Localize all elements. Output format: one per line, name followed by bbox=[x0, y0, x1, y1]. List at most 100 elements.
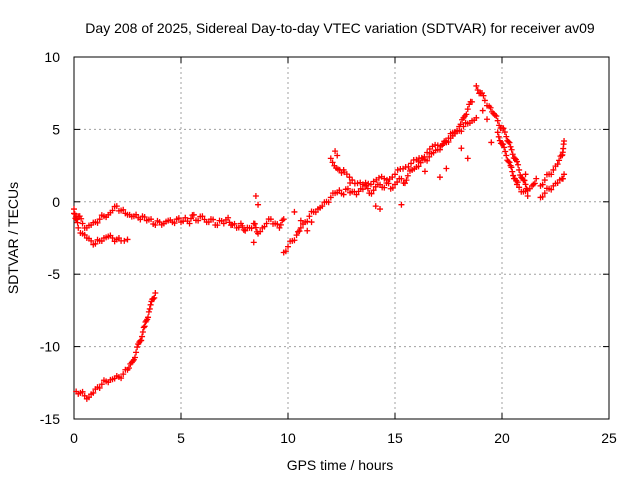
data-point bbox=[71, 210, 77, 217]
data-point bbox=[294, 228, 301, 235]
data-point bbox=[401, 180, 408, 187]
data-point bbox=[458, 145, 465, 152]
data-point bbox=[343, 171, 350, 178]
data-point bbox=[133, 349, 140, 356]
y-tick-label: 0 bbox=[52, 194, 60, 210]
data-point bbox=[94, 219, 101, 226]
data-point bbox=[522, 181, 529, 188]
data-point bbox=[120, 206, 127, 213]
data-point bbox=[516, 166, 523, 173]
data-point bbox=[308, 219, 315, 226]
data-point bbox=[445, 135, 452, 142]
data-point bbox=[96, 384, 103, 391]
x-tick-label: 0 bbox=[70, 430, 78, 446]
data-point bbox=[561, 137, 568, 144]
data-point bbox=[147, 301, 154, 308]
data-point bbox=[148, 216, 155, 223]
data-point bbox=[187, 215, 194, 222]
data-point bbox=[473, 114, 480, 121]
data-point bbox=[484, 116, 491, 123]
data-point bbox=[297, 217, 304, 224]
data-point bbox=[424, 149, 431, 156]
data-point bbox=[250, 239, 257, 246]
data-point bbox=[403, 177, 410, 184]
data-point bbox=[133, 211, 140, 218]
data-point bbox=[507, 143, 514, 150]
plot-frame bbox=[73, 56, 610, 420]
data-point bbox=[405, 163, 412, 170]
data-point bbox=[175, 215, 182, 222]
data-point bbox=[550, 166, 557, 173]
data-point bbox=[505, 138, 512, 145]
data-point bbox=[443, 165, 450, 172]
data-point bbox=[389, 184, 396, 191]
data-point bbox=[389, 174, 396, 181]
grid-lines bbox=[74, 57, 609, 419]
data-point bbox=[252, 224, 259, 231]
data-point bbox=[503, 133, 510, 140]
data-point bbox=[522, 188, 529, 195]
data-point bbox=[145, 308, 152, 315]
data-point bbox=[182, 214, 189, 221]
data-point bbox=[421, 153, 428, 160]
data-point bbox=[231, 220, 238, 227]
data-point bbox=[469, 98, 476, 105]
data-point bbox=[225, 214, 232, 221]
data-point bbox=[561, 171, 568, 178]
data-point bbox=[541, 190, 548, 197]
data-point bbox=[501, 144, 508, 151]
data-point bbox=[372, 203, 379, 210]
data-point bbox=[515, 161, 522, 168]
data-point bbox=[415, 163, 422, 170]
data-point bbox=[235, 224, 242, 231]
data-point bbox=[98, 381, 105, 388]
data-point bbox=[347, 179, 354, 186]
data-point bbox=[340, 191, 347, 198]
data-point bbox=[502, 148, 509, 155]
data-point bbox=[199, 213, 206, 220]
data-point bbox=[327, 194, 334, 201]
data-point bbox=[152, 290, 159, 297]
y-tick-label: -15 bbox=[40, 411, 60, 427]
data-point bbox=[146, 305, 153, 312]
data-point bbox=[140, 324, 147, 331]
data-point bbox=[267, 216, 274, 223]
data-point bbox=[312, 209, 319, 216]
data-point bbox=[487, 104, 494, 111]
data-point bbox=[190, 211, 197, 218]
data-point bbox=[291, 208, 298, 215]
data-point bbox=[280, 216, 287, 223]
data-point bbox=[255, 201, 262, 208]
data-point bbox=[377, 206, 384, 213]
data-point bbox=[442, 137, 449, 144]
data-point bbox=[494, 117, 501, 124]
data-point bbox=[346, 174, 353, 181]
data-point bbox=[530, 181, 537, 188]
data-point bbox=[383, 176, 390, 183]
data-point bbox=[394, 179, 401, 186]
data-point bbox=[488, 139, 495, 146]
data-point bbox=[362, 179, 369, 186]
data-point bbox=[370, 187, 377, 194]
data-point bbox=[548, 186, 555, 193]
data-point bbox=[559, 175, 566, 182]
data-point bbox=[493, 113, 500, 120]
data-point bbox=[296, 228, 303, 235]
data-point bbox=[143, 317, 150, 324]
data-point bbox=[137, 216, 144, 223]
data-point bbox=[367, 181, 374, 188]
data-point bbox=[404, 172, 411, 179]
data-point bbox=[325, 199, 332, 206]
data-point bbox=[464, 155, 471, 162]
data-point bbox=[521, 177, 528, 184]
data-point bbox=[129, 358, 136, 365]
data-point bbox=[74, 219, 81, 226]
data-point bbox=[297, 224, 304, 231]
data-point bbox=[480, 92, 487, 99]
data-point bbox=[541, 177, 548, 184]
data-point bbox=[85, 394, 92, 401]
data-point bbox=[141, 214, 148, 221]
data-point bbox=[531, 180, 538, 187]
data-point bbox=[368, 190, 375, 197]
data-point bbox=[332, 148, 339, 155]
